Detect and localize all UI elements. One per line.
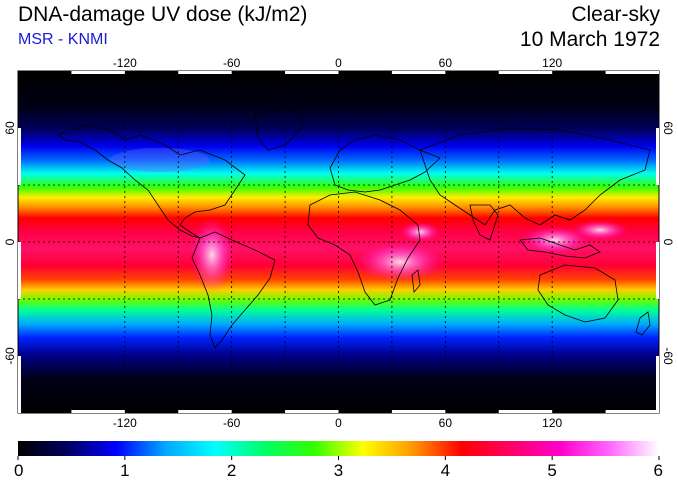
lon-tick-label-bottom: 60 xyxy=(439,416,453,430)
colorbar-tick-label: 1 xyxy=(120,461,129,480)
lat-tick-label-right: -60 xyxy=(661,347,675,365)
frame-tick-top xyxy=(605,71,659,74)
coastline-madagascar xyxy=(411,269,421,293)
coastline-europe xyxy=(329,134,441,193)
colorbar-tick-label: 0 xyxy=(14,461,23,480)
frame-tick-right xyxy=(656,356,659,413)
frame-tick-top xyxy=(71,71,125,74)
frame-tick-right xyxy=(656,128,659,185)
colorbar-labels: 0 1 2 3 4 5 6 xyxy=(14,456,663,480)
lat-tick-label-right: 60 xyxy=(661,121,675,135)
coastlines xyxy=(18,107,659,403)
lon-tick-label-bottom: -60 xyxy=(223,416,241,430)
colorbar-tick-label: 5 xyxy=(547,461,556,480)
frame-tick-left xyxy=(18,128,21,185)
colorbar-tick-label: 2 xyxy=(227,461,236,480)
coastline-new-zealand xyxy=(635,311,651,336)
colorbar-tick-label: 3 xyxy=(334,461,343,480)
coastline-antarctica xyxy=(18,394,659,403)
source-label: MSR - KNMI xyxy=(18,31,108,48)
coastline-indonesia xyxy=(519,237,601,259)
frame-tick-bottom xyxy=(498,410,553,413)
coastline-north-america xyxy=(57,124,246,239)
lat-tick-label-left: -60 xyxy=(3,347,17,365)
frame-tick-bottom xyxy=(71,410,125,413)
lon-tick-label-top: 60 xyxy=(439,56,453,70)
frame-tick-top xyxy=(285,71,339,74)
coastline-africa xyxy=(307,191,421,306)
frame-tick-left xyxy=(18,242,21,299)
lat-tick-label-left: 60 xyxy=(3,121,17,135)
lon-tick-label-top: -60 xyxy=(223,56,241,70)
coastline-greenland xyxy=(254,107,306,151)
sky-condition-label: Clear-sky xyxy=(571,3,660,26)
coastline-india xyxy=(469,204,499,241)
frame-tick-left xyxy=(18,356,21,413)
lon-tick-label-bottom: -120 xyxy=(113,416,137,430)
frame-tick-bottom xyxy=(285,410,339,413)
coastline-asia xyxy=(419,127,651,226)
frame-tick-top xyxy=(178,71,232,74)
frame-tick-top xyxy=(498,71,553,74)
lon-tick-label-top: 0 xyxy=(335,56,342,70)
frame-tick-right xyxy=(656,242,659,299)
frame-tick-bottom xyxy=(605,410,659,413)
map-title: DNA-damage UV dose (kJ/m2) xyxy=(18,3,308,26)
frame-tick-bottom xyxy=(178,410,232,413)
lon-tick-label-bottom: 120 xyxy=(542,416,562,430)
colorbar-tick-label: 6 xyxy=(654,461,663,480)
date-label: 10 March 1972 xyxy=(519,28,660,51)
map-axes: -120 -120 -60 -60 0 0 60 60 120 120 60 60 0 0 -60 -60 xyxy=(3,56,675,430)
lat-tick-label-right: 0 xyxy=(661,239,675,246)
lat-tick-label-left: 0 xyxy=(3,238,17,245)
coastline-australia xyxy=(537,264,619,323)
lon-tick-label-top: 120 xyxy=(542,56,562,70)
map-gridlines xyxy=(18,71,659,413)
coastline-south-america xyxy=(191,231,276,349)
lon-tick-label-top: -120 xyxy=(113,56,137,70)
lon-tick-label-bottom: 0 xyxy=(335,416,342,430)
frame-tick-top xyxy=(391,71,446,74)
colorbar xyxy=(18,441,659,456)
frame-tick-bottom xyxy=(391,410,446,413)
colorbar-tick-label: 4 xyxy=(441,461,450,480)
